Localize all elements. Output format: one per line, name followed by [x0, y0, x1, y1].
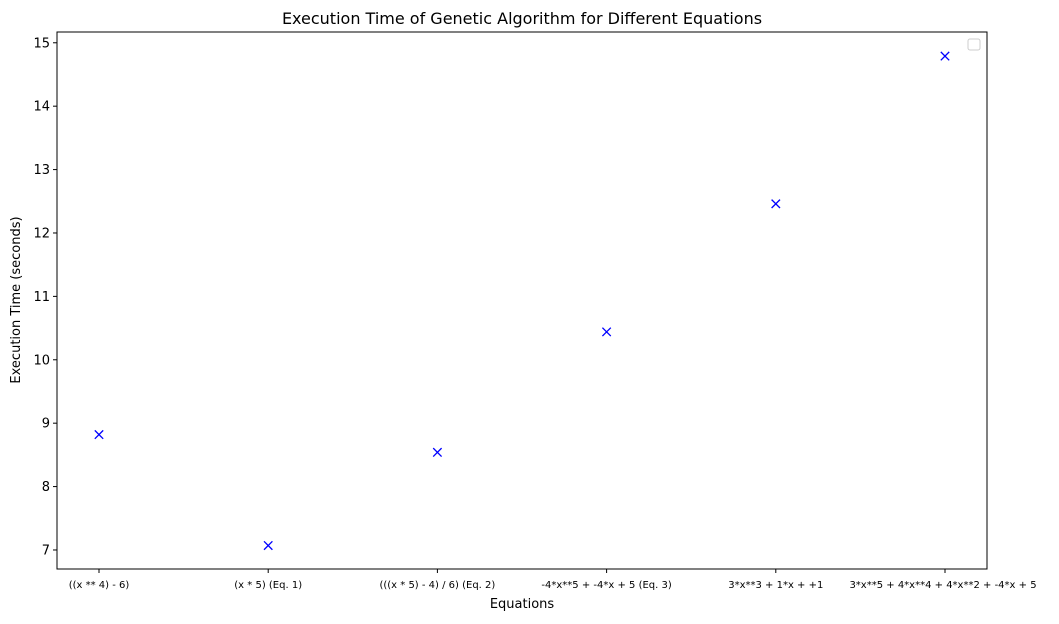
data-point [771, 199, 781, 209]
data-point [601, 327, 612, 337]
y-axis-label: Execution Time (seconds) [9, 216, 24, 383]
marker-stroke [601, 327, 612, 337]
y-tick-label: 11 [33, 290, 50, 305]
y-tick-label: 14 [33, 100, 50, 115]
data-point [263, 540, 273, 551]
y-tick-label: 7 [42, 543, 50, 558]
data-point [94, 429, 104, 440]
y-tick-label: 15 [33, 36, 50, 51]
x-axis-label: Equations [490, 597, 555, 612]
marker-stroke [940, 51, 950, 61]
x-tick-label: 3*x**5 + 4*x**4 + 4*x**2 + -4*x + 5 [849, 580, 1036, 591]
x-tick-label: (((x * 5) - 4) / 6) (Eq. 2) [379, 580, 495, 591]
y-tick-label: 8 [42, 480, 50, 495]
x-tick-label: -4*x**5 + -4*x + 5 (Eq. 3) [541, 580, 671, 591]
marker-stroke [432, 447, 443, 458]
plot-area [56, 31, 988, 570]
y-tick-label: 9 [42, 417, 50, 432]
marker-stroke [263, 540, 273, 551]
marker-stroke [771, 199, 781, 209]
y-axis: 7 8 9 10 11 12 13 14 15 [33, 36, 57, 558]
y-tick-label: 10 [33, 353, 50, 368]
y-tick-label: 12 [33, 226, 50, 241]
x-tick-label: ((x ** 4) - 6) [69, 580, 130, 591]
x-axis: ((x ** 4) - 6) (x * 5) (Eq. 1) (((x * 5) -… [69, 569, 1037, 591]
x-tick-label: (x * 5) (Eq. 1) [234, 580, 302, 591]
x-tick-label: 3*x**3 + 1*x + +1 [728, 580, 823, 591]
legend-box [967, 38, 981, 51]
data-point [940, 51, 950, 61]
data-point [432, 447, 443, 458]
y-tick-label: 13 [33, 163, 50, 178]
data-series [94, 51, 950, 551]
chart-title: Execution Time of Genetic Algorithm for … [282, 9, 762, 28]
marker-stroke [94, 429, 104, 440]
